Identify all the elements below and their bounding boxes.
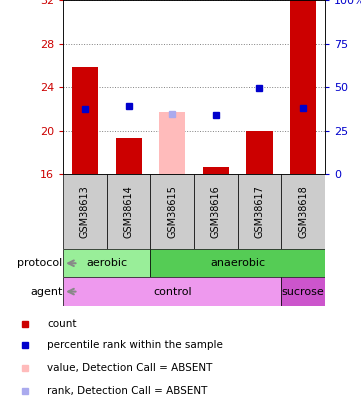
Text: agent: agent bbox=[30, 287, 62, 296]
Text: control: control bbox=[153, 287, 192, 296]
Bar bbox=[63, 249, 151, 277]
Bar bbox=[151, 174, 194, 249]
Text: value, Detection Call = ABSENT: value, Detection Call = ABSENT bbox=[47, 363, 212, 373]
Text: GSM38613: GSM38613 bbox=[80, 185, 90, 238]
Bar bbox=[159, 112, 185, 174]
Bar bbox=[194, 174, 238, 249]
Text: GSM38616: GSM38616 bbox=[211, 185, 221, 238]
Text: GSM38617: GSM38617 bbox=[255, 185, 265, 238]
Text: percentile rank within the sample: percentile rank within the sample bbox=[47, 341, 223, 350]
Text: count: count bbox=[47, 319, 77, 328]
Bar bbox=[116, 138, 142, 174]
Bar bbox=[63, 174, 107, 249]
Bar bbox=[246, 130, 273, 174]
Text: GSM38618: GSM38618 bbox=[298, 185, 308, 238]
Text: aerobic: aerobic bbox=[86, 258, 127, 268]
Bar bbox=[203, 166, 229, 174]
Bar bbox=[290, 0, 316, 174]
Text: protocol: protocol bbox=[17, 258, 62, 268]
Bar bbox=[107, 174, 151, 249]
Text: anaerobic: anaerobic bbox=[210, 258, 265, 268]
Bar bbox=[238, 174, 281, 249]
Bar bbox=[281, 174, 325, 249]
Bar bbox=[63, 277, 281, 306]
Bar bbox=[151, 249, 325, 277]
Text: sucrose: sucrose bbox=[282, 287, 325, 296]
Text: GSM38614: GSM38614 bbox=[123, 185, 134, 238]
Bar bbox=[281, 277, 325, 306]
Text: rank, Detection Call = ABSENT: rank, Detection Call = ABSENT bbox=[47, 386, 207, 396]
Text: GSM38615: GSM38615 bbox=[167, 185, 177, 238]
Bar bbox=[72, 68, 98, 174]
